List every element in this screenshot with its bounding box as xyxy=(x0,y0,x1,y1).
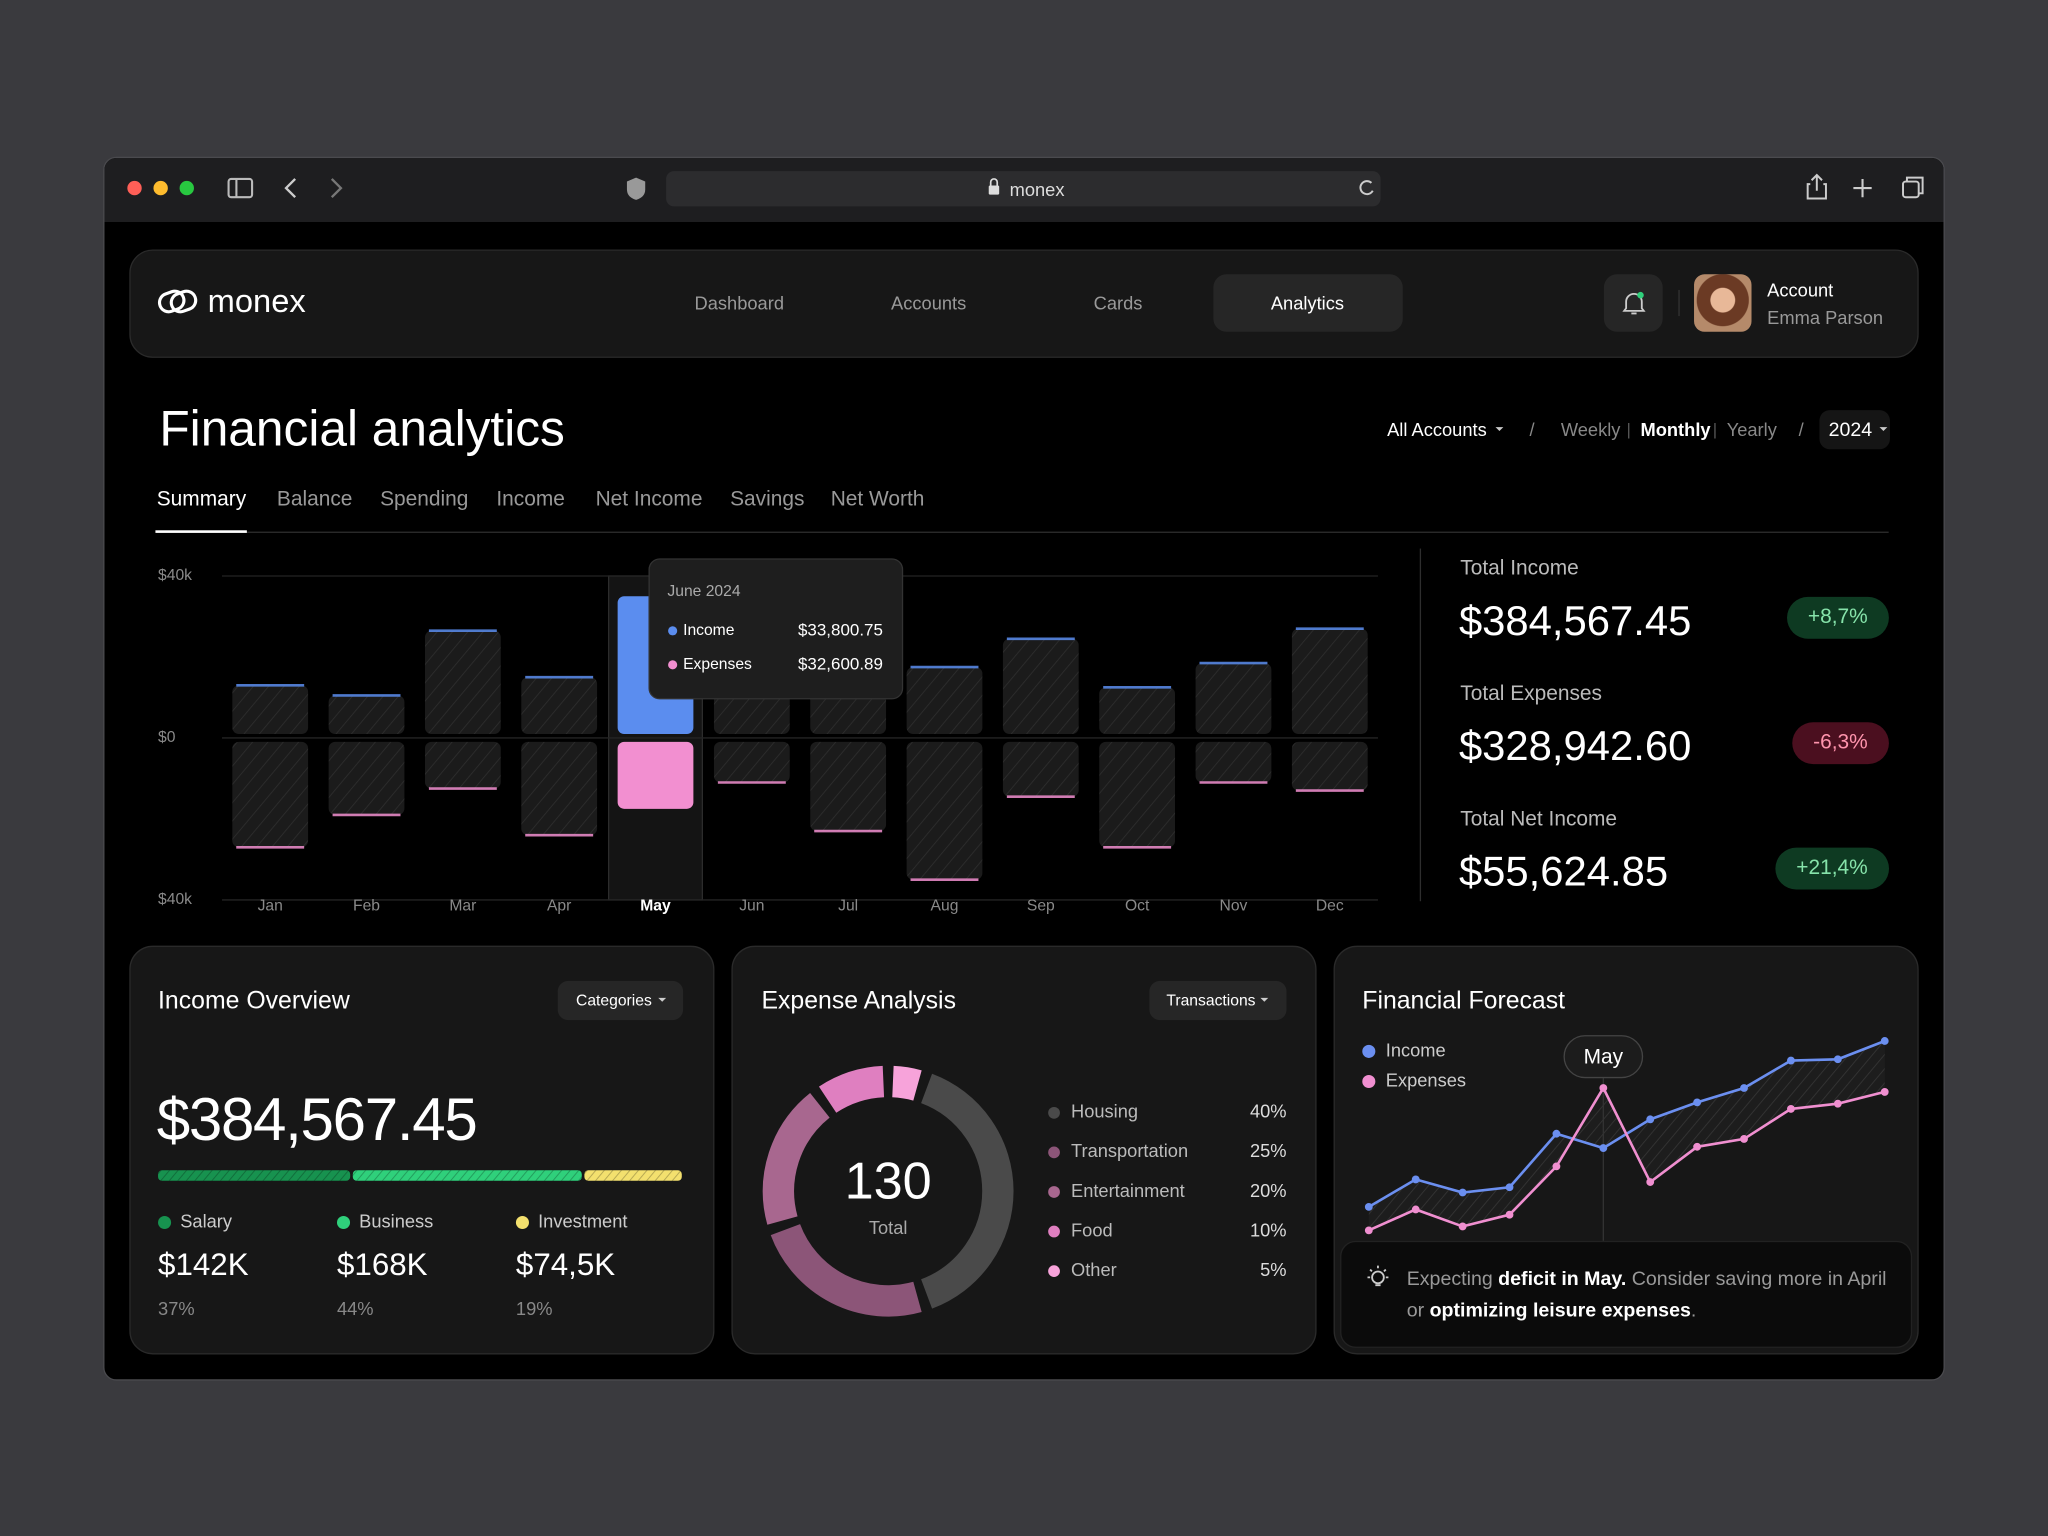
insight-text: Expecting deficit in May. Consider savin… xyxy=(1407,1264,1890,1327)
tab[interactable]: Net Worth xyxy=(830,488,925,511)
active-nav-pill xyxy=(1213,274,1403,332)
separator: / xyxy=(1529,419,1535,441)
card-title: Financial Forecast xyxy=(1362,987,1566,1015)
forward-icon[interactable] xyxy=(330,178,343,199)
tabs-icon[interactable] xyxy=(1902,176,1924,199)
dropdown-caret xyxy=(1495,427,1504,432)
account-label: Account xyxy=(1767,279,1834,301)
tabs-rule xyxy=(156,531,1889,533)
avatar[interactable] xyxy=(1694,274,1752,332)
lock-icon xyxy=(988,178,1000,195)
back-icon[interactable] xyxy=(284,178,297,199)
period-option[interactable]: Yearly xyxy=(1726,419,1777,441)
tab[interactable]: Summary xyxy=(156,488,247,511)
stat-label: Total Income xyxy=(1460,557,1579,580)
chart-divider xyxy=(1419,548,1422,902)
bulb-icon xyxy=(1367,1265,1389,1287)
income-total: $384,567.45 xyxy=(156,1085,478,1154)
minimize-button[interactable] xyxy=(153,180,168,196)
zoom-button[interactable] xyxy=(179,180,194,196)
insight-segment: Consider saving more in April or xyxy=(1406,1268,1887,1322)
tab[interactable]: Net Income xyxy=(595,488,703,511)
url-text: monex xyxy=(1009,178,1065,200)
stat-label: Total Expenses xyxy=(1460,683,1602,706)
dropdown-text: Transactions xyxy=(1166,991,1256,1010)
bell-icon xyxy=(1622,291,1646,315)
year-text: 2024 xyxy=(1828,419,1873,442)
insight-segment: Expecting xyxy=(1406,1268,1499,1291)
address-bar[interactable] xyxy=(666,171,1381,207)
insight-segment: optimizing leisure expenses xyxy=(1429,1299,1691,1322)
stat-change: +21,4% xyxy=(1775,847,1889,890)
dropdown-caret xyxy=(1879,427,1888,432)
new-tab-icon[interactable] xyxy=(1853,178,1872,198)
separator: / xyxy=(1798,419,1804,441)
sidebar-icon[interactable] xyxy=(227,177,254,199)
insight-segment: deficit in May. xyxy=(1498,1268,1627,1291)
shield-icon xyxy=(626,177,646,200)
page-title: Financial analytics xyxy=(159,402,565,458)
period-separator: | xyxy=(1712,419,1718,439)
period-separator: | xyxy=(1626,419,1631,439)
dropdown-caret xyxy=(658,997,667,1002)
account-name[interactable]: Emma Parson xyxy=(1767,306,1884,328)
browser-chrome-icons xyxy=(127,171,1924,207)
stat-value: $384,567.45 xyxy=(1458,596,1692,644)
notification-button[interactable] xyxy=(1603,274,1663,332)
tab[interactable]: Balance xyxy=(276,488,353,511)
nav-item[interactable]: Accounts xyxy=(891,292,967,314)
insight-segment: . xyxy=(1690,1299,1697,1322)
dropdown-text: Categories xyxy=(575,991,652,1010)
share-icon[interactable] xyxy=(1806,173,1827,200)
close-button[interactable] xyxy=(127,180,142,196)
logo-text[interactable]: monex xyxy=(207,283,306,320)
stat-value: $55,624.85 xyxy=(1458,847,1669,895)
card-title: Expense Analysis xyxy=(761,987,956,1015)
logo-icon xyxy=(157,289,198,314)
reload-icon[interactable] xyxy=(1359,180,1374,196)
year-selector[interactable] xyxy=(1819,410,1890,450)
active-tab-underline xyxy=(155,530,247,533)
stat-value: $328,942.60 xyxy=(1458,722,1692,770)
period-option[interactable]: Monthly xyxy=(1640,419,1711,441)
card-title: Income Overview xyxy=(158,987,350,1015)
account-filter[interactable]: All Accounts xyxy=(1387,419,1487,441)
stat-change: -6,3% xyxy=(1792,722,1889,765)
insight-box xyxy=(1340,1240,1913,1348)
stat-label: Total Net Income xyxy=(1460,808,1618,831)
nav-item[interactable]: Analytics xyxy=(1270,292,1345,314)
tab[interactable]: Spending xyxy=(380,488,469,511)
dropdown-caret xyxy=(1260,997,1269,1002)
period-option[interactable]: Weekly xyxy=(1560,419,1621,441)
nav-item[interactable]: Cards xyxy=(1093,292,1143,314)
nav-item[interactable]: Dashboard xyxy=(694,292,784,314)
stat-change: +8,7% xyxy=(1787,596,1889,639)
divider xyxy=(1678,289,1680,317)
tab[interactable]: Savings xyxy=(730,488,805,511)
tab[interactable]: Income xyxy=(496,488,565,511)
